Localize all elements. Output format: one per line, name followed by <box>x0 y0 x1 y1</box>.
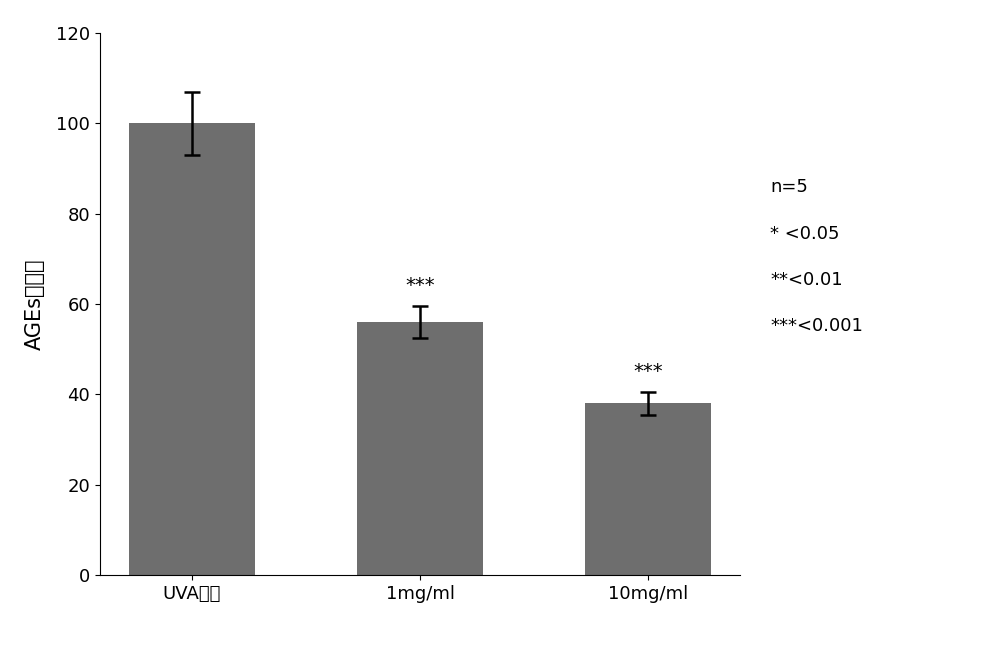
Text: ***<0.001: ***<0.001 <box>770 317 863 335</box>
Text: **<0.01: **<0.01 <box>770 271 843 289</box>
Text: ***: *** <box>633 362 663 381</box>
Text: * <0.05: * <0.05 <box>770 225 840 243</box>
Text: ***: *** <box>405 276 435 295</box>
Bar <box>357 322 483 575</box>
Bar <box>129 124 255 575</box>
Bar <box>585 403 711 575</box>
Y-axis label: AGEs生成率: AGEs生成率 <box>25 258 45 350</box>
Text: n=5: n=5 <box>770 178 808 196</box>
